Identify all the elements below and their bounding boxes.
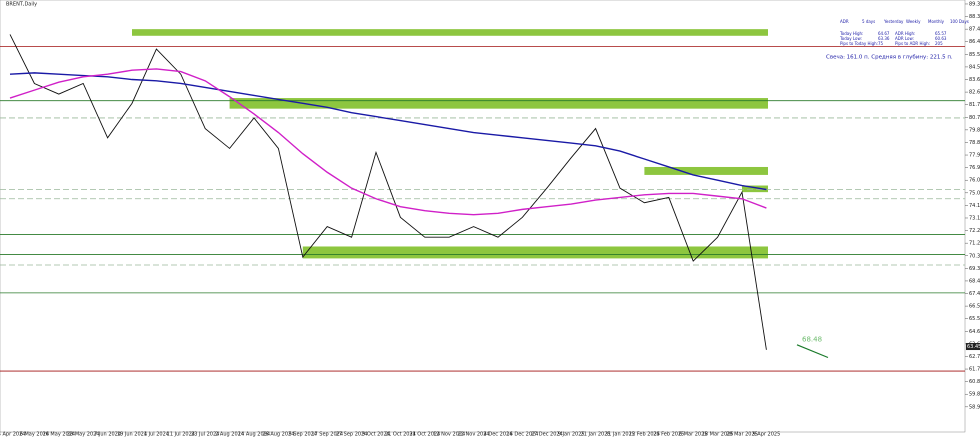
x-tick-label: 12 Nov 2024	[433, 432, 465, 437]
y-tick-label: 83.6	[969, 77, 980, 83]
x-tick-label: 5 Sep 2024	[289, 432, 318, 437]
y-tick-label: 73.15	[969, 215, 980, 221]
x-tick-label: 31 Oct 2024	[409, 432, 440, 437]
annotation: 68.48	[802, 336, 822, 344]
y-tick-label: 71.25	[969, 241, 980, 247]
panel-cell: 205	[935, 41, 943, 46]
x-tick-label: 16 Dec 2024	[506, 432, 538, 437]
y-tick-label: 67.45	[969, 291, 980, 297]
y-tick-label: 60.80	[969, 379, 980, 385]
x-tick-label: 28 Mar 2025	[726, 432, 758, 437]
y-tick-label: 89.3	[969, 1, 980, 7]
series-line	[9, 34, 767, 350]
x-tick-label: 16 May 2024	[42, 432, 75, 437]
x-tick-label: 19 Jun 2024	[117, 432, 147, 437]
y-tick-label: 70.30	[969, 253, 980, 259]
x-tick-label: 9 Jan 2025	[558, 432, 585, 437]
y-tick-label: 74.1	[969, 203, 980, 209]
y-tick-label: 65.55	[969, 316, 980, 322]
y-tick-label: 61.75	[969, 367, 980, 373]
y-tick-label: 75.05	[969, 190, 980, 196]
y-tick-label: 64.6	[969, 329, 980, 335]
x-tick-label: 18 Mar 2025	[702, 432, 734, 437]
x-tick-label: 7 Jun 2024	[94, 432, 121, 437]
panel-cell: ADR Low:	[895, 36, 914, 41]
last-price-label: 63.45	[967, 344, 980, 350]
panel-cell: 65.57	[935, 31, 947, 36]
y-tick-label: 80.75	[969, 115, 980, 121]
panel-header: Weekly	[906, 19, 921, 24]
x-tick-label: 2 Aug 2024	[215, 432, 244, 437]
y-tick-label: 76.95	[969, 165, 980, 171]
x-tick-label: 23 Jul 2024	[191, 432, 219, 437]
x-tick-label: 22 Nov 2024	[458, 432, 490, 437]
y-tick-label: 59.85	[969, 392, 980, 398]
y-tick-label: 82.65	[969, 90, 980, 96]
arrow	[796, 344, 829, 359]
y-tick-label: 78.85	[969, 140, 980, 146]
y-tick-label: 79.8	[969, 127, 980, 133]
panel-cell: 60.63	[935, 36, 947, 41]
y-tick-label: 66.50	[969, 304, 980, 310]
y-tick-label: 85.5	[969, 52, 980, 58]
y-tick-label: 69.35	[969, 266, 980, 272]
y-tick-label: 87.4	[969, 27, 980, 33]
series-line	[9, 72, 767, 191]
chart-title: BRENT,Daily	[6, 2, 37, 8]
x-tick-label: 21 Oct 2024	[385, 432, 416, 437]
y-tick-label: 76.00	[969, 178, 980, 184]
panel-header: Yesterday	[883, 19, 904, 24]
panel-cell: ADR High:	[895, 31, 915, 36]
x-tick-label: 14 Aug 2024	[238, 432, 270, 437]
y-tick-label: 86.45	[969, 39, 980, 45]
zone	[302, 246, 768, 259]
zone	[229, 98, 769, 109]
x-tick-label: 6 Mar 2025	[679, 432, 708, 437]
x-tick-label: 31 Jan 2025	[605, 432, 635, 437]
x-tick-label: 26 Aug 2024	[262, 432, 294, 437]
panel-cell: Pips to Today High:	[840, 41, 878, 46]
y-tick-label: 84.55	[969, 64, 980, 70]
x-tick-label: 17 Sep 2024	[311, 432, 343, 437]
y-tick-label: 81.7	[969, 102, 980, 108]
x-tick-label: 12 Feb 2025	[629, 432, 660, 437]
y-tick-label: 58.90	[969, 404, 980, 410]
x-tick-label: 4 Dec 2024	[484, 432, 513, 437]
x-tick-label: 24 Feb 2025	[653, 432, 684, 437]
x-tick-label: 9 Apr 2025	[753, 432, 781, 437]
x-tick-label: 21 Jan 2025	[581, 432, 611, 437]
y-tick-label: 88.35	[969, 14, 980, 20]
panel-cell: Today Low:	[839, 36, 862, 41]
zone	[742, 185, 768, 193]
x-tick-label: 11 Jul 2024	[167, 432, 195, 437]
x-tick-label: 1 Jul 2024	[144, 432, 169, 437]
panel-cell: Today High:	[839, 31, 863, 36]
x-tick-label: 27 Sep 2024	[336, 432, 368, 437]
panel-cell: 75	[878, 41, 884, 46]
y-tick-label: 77.9	[969, 153, 980, 159]
panel-cell: 64.67	[878, 31, 890, 36]
y-tick-label: 62.70	[969, 354, 980, 360]
last-price-box	[966, 343, 980, 351]
panel-header: Monthly	[928, 19, 945, 24]
series-line	[9, 68, 767, 216]
panel-header: 100 Days	[950, 19, 969, 24]
y-tick-label: 72.2	[969, 228, 980, 234]
x-tick-label: 9 Oct 2024	[362, 432, 390, 437]
panel-header: 5 days	[862, 19, 875, 24]
zone	[132, 29, 768, 36]
x-tick-label: 28 May 2024	[67, 432, 100, 437]
panel-header: ADR	[840, 19, 849, 24]
x-tick-label: 24 Apr 2024	[0, 432, 25, 437]
plot-frame	[0, 0, 966, 433]
x-tick-label: 6 May 2024	[20, 432, 49, 437]
zone	[644, 166, 768, 175]
candle-note: Свеча: 161.0 п. Средняя в глубину: 221.5…	[826, 55, 953, 61]
y-tick-label: 68.40	[969, 278, 980, 284]
panel-cell: 63.36	[878, 36, 890, 41]
x-tick-label: 27 Dec 2024	[531, 432, 563, 437]
panel-cell: Pips to ADR High:	[895, 41, 930, 46]
